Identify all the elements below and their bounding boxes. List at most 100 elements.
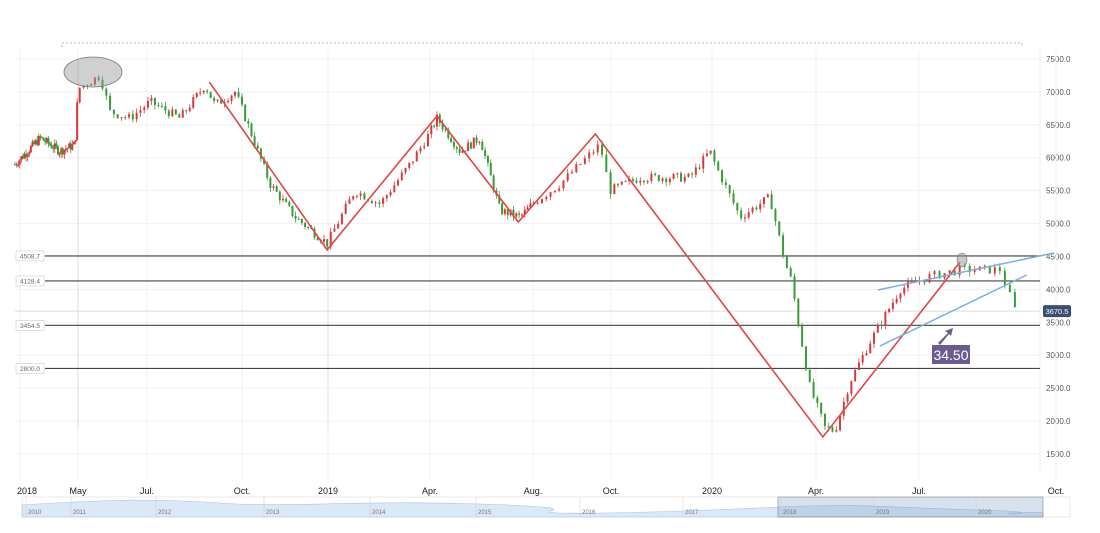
candle-body xyxy=(857,362,860,370)
candle-body xyxy=(33,141,36,145)
candle-body xyxy=(355,195,358,197)
candle-body xyxy=(93,77,96,85)
candle-body xyxy=(903,287,906,294)
candle-body xyxy=(876,324,879,333)
candle-body xyxy=(948,270,951,274)
candle-body xyxy=(498,195,501,204)
level-label-box xyxy=(15,363,45,374)
candle-body xyxy=(316,237,319,241)
candle-body xyxy=(17,164,20,166)
candle-body xyxy=(164,105,167,111)
candle-body xyxy=(105,88,108,96)
candle-body xyxy=(665,178,668,183)
candle-body xyxy=(31,141,34,147)
candle-body xyxy=(128,114,131,118)
annotation-label: 34.50 xyxy=(933,347,968,363)
candle-body xyxy=(747,212,750,218)
level-label-box xyxy=(15,320,45,331)
candle-body xyxy=(244,104,247,122)
candle-body xyxy=(683,176,686,182)
candle-body xyxy=(359,193,362,196)
candle-body xyxy=(160,105,163,107)
candle-body xyxy=(237,91,240,97)
candle-body xyxy=(348,199,351,204)
candle-body xyxy=(668,178,671,183)
candle-body xyxy=(804,346,807,370)
candle-body xyxy=(566,173,569,181)
y-tick-label: 7500.0 xyxy=(1046,55,1071,64)
candle-body xyxy=(230,95,233,101)
candle-body xyxy=(131,114,134,120)
candle-body xyxy=(520,214,523,216)
candle-body xyxy=(613,184,616,195)
candle-body xyxy=(933,271,936,275)
candle-body xyxy=(503,209,506,215)
candle-body xyxy=(15,164,18,166)
candle-body xyxy=(344,203,347,214)
candle-body xyxy=(808,369,811,382)
candle-body xyxy=(467,142,470,152)
candle-body xyxy=(307,226,310,228)
candle-body xyxy=(1013,292,1016,307)
y-tick-label: 2500.0 xyxy=(1046,384,1071,393)
current-price-label: 3670.5 xyxy=(1046,307,1069,316)
candle-body xyxy=(400,172,403,181)
navigator-year-label: 2013 xyxy=(266,510,280,516)
candle-body xyxy=(68,143,71,149)
candle-body xyxy=(842,401,845,416)
candle-body xyxy=(195,93,198,97)
candle-body xyxy=(469,142,472,149)
channel-trend-line xyxy=(877,252,1054,291)
candle-body xyxy=(680,173,683,182)
candle-body xyxy=(993,267,996,274)
candle-body xyxy=(938,271,941,279)
navigator-year-label: 2019 xyxy=(876,510,890,516)
candle-body xyxy=(120,117,123,119)
candle-body xyxy=(766,194,769,198)
candle-body xyxy=(86,85,89,87)
candle-body xyxy=(13,164,16,166)
candle-body xyxy=(928,274,931,283)
navigator-year-label: 2014 xyxy=(372,510,386,516)
candle-body xyxy=(601,144,604,155)
candle-body xyxy=(713,150,716,162)
candle-body xyxy=(486,155,489,163)
candle-body xyxy=(188,107,191,111)
candle-body xyxy=(492,175,495,191)
candle-body xyxy=(109,95,112,110)
candle-body xyxy=(540,199,543,204)
highlight-ellipse-small xyxy=(956,252,968,268)
candle-body xyxy=(304,222,307,227)
candle-body xyxy=(907,281,910,288)
candle-body xyxy=(759,203,762,210)
candle-body xyxy=(36,140,39,146)
candle-body xyxy=(64,148,67,150)
candle-body xyxy=(812,381,815,398)
candle-body xyxy=(526,207,529,210)
candles xyxy=(13,75,1016,433)
candle-body xyxy=(234,91,237,96)
candle-body xyxy=(452,142,455,147)
candle-body xyxy=(998,267,1001,272)
candle-body xyxy=(736,203,739,211)
navigator-selection[interactable] xyxy=(777,496,1044,518)
x-tick-label: Apr. xyxy=(422,486,438,496)
y-tick-label: 3000.0 xyxy=(1046,351,1071,360)
x-tick-label: Oct. xyxy=(603,486,620,496)
candle-body xyxy=(256,145,259,149)
candle-body xyxy=(839,415,842,431)
candle-body xyxy=(717,161,720,171)
candle-body xyxy=(789,268,792,277)
candle-body xyxy=(617,184,620,186)
candle-body xyxy=(275,186,278,192)
candle-body xyxy=(461,150,464,153)
candle-body xyxy=(76,102,79,141)
navigator-year-label: 2015 xyxy=(478,510,492,516)
candle-body xyxy=(484,150,487,156)
candle-body xyxy=(518,213,521,215)
x-tick-label: Jul. xyxy=(140,486,154,496)
level-label: 4128.4 xyxy=(20,278,40,285)
candle-body xyxy=(953,270,956,276)
candle-body xyxy=(763,197,765,204)
candle-body xyxy=(575,164,578,173)
